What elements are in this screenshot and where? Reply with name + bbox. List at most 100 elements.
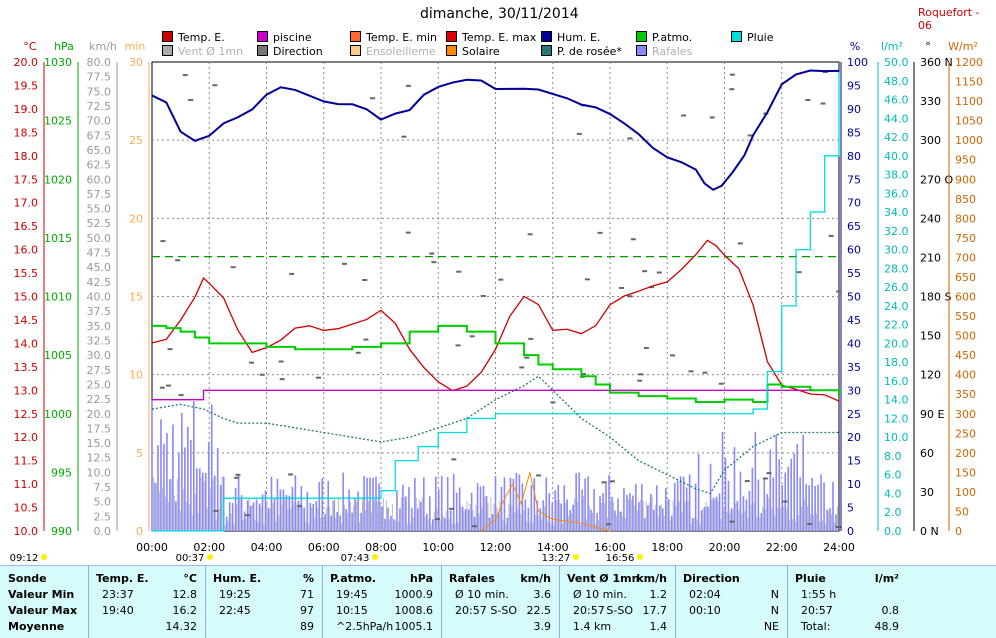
stats-row-label: Moyenne (8, 620, 65, 633)
axis-tick-label: 35.0 (87, 320, 112, 333)
stats-time: 02:04 (689, 588, 721, 601)
legend-label: P.atmo. (652, 31, 693, 44)
axis-tick-label: 650 (955, 271, 976, 284)
legend-label: Vent Ø 1mn (178, 45, 244, 58)
sun-marker-dot (372, 554, 378, 560)
sun-marker-dot (573, 554, 579, 560)
stats-unit: % (302, 572, 314, 585)
axis-tick-label: 1100 (955, 95, 983, 108)
axis-tick-label: 25 (129, 134, 143, 147)
axis-tick-label: 25 (847, 408, 861, 421)
piscine-line (152, 389, 839, 401)
legend-item[interactable]: Ensoleilleme (350, 45, 436, 58)
axis-tick-label: 32.0 (884, 225, 909, 238)
legend-item[interactable]: Rafales (636, 45, 692, 58)
axis-tick-label: 15.0 (14, 291, 39, 304)
stats-value: 12.8 (172, 588, 198, 601)
station-name[interactable]: Roquefort - 06 (918, 6, 980, 32)
legend-item[interactable]: Direction (257, 45, 323, 58)
legend-label: Solaire (462, 45, 500, 58)
axis-tick-label: 72.5 (87, 100, 112, 113)
stats-time: 20:57 (573, 604, 605, 617)
stats-direction: S-SO (490, 604, 517, 617)
legend-item[interactable]: piscine (257, 31, 312, 44)
stats-time: 20:57 (801, 604, 833, 617)
stats-time: 1:55 h (801, 588, 837, 601)
legend-item[interactable]: Temp. E. min (350, 31, 437, 44)
stats-time: 19:25 (219, 588, 251, 601)
axis-tick-label: 55.0 (87, 203, 112, 216)
stats-value: 1.4 (649, 620, 668, 633)
axis-unit-label: °C (23, 40, 37, 53)
legend-swatch (350, 45, 361, 56)
axis-tick-label: 44.0 (884, 112, 909, 125)
legend-item[interactable]: Temp. E. (162, 31, 225, 44)
axis-tick-label: 34.0 (884, 206, 909, 219)
axis-tick-label: 250 (955, 427, 976, 440)
axis-tick-label: 20.0 (87, 408, 112, 421)
stats-separator (88, 566, 89, 638)
axis-tick-label: 2.5 (94, 510, 112, 523)
legend-item[interactable]: Solaire (446, 45, 500, 58)
x-tick-label: 16:00 (594, 541, 626, 554)
axis-tick-label: 50.0 (884, 56, 909, 69)
axis-tick-label: 19.5 (14, 79, 39, 92)
axis-tick-label: 990 (51, 525, 72, 538)
legend-item[interactable]: P.atmo. (636, 31, 692, 44)
legend-swatch (541, 31, 552, 42)
sun-marker-dot (637, 554, 643, 560)
stats-value: 1005.1 (394, 620, 434, 633)
axis-tick-label: 11.5 (14, 455, 39, 468)
axis-tick-label: 10 (129, 369, 143, 382)
stats-time: Total: (801, 620, 831, 633)
axis-unit-label: ° (925, 40, 931, 53)
legend-swatch (446, 31, 457, 42)
axis-tick-label: 11.0 (14, 478, 39, 491)
stats-column: Hum. E.% 19:25 71 22:45 97 89 (205, 566, 322, 638)
axis-tick-label: 600 (955, 291, 976, 304)
legend-label: piscine (273, 31, 312, 44)
sun-marker-label: 00:37 (176, 553, 205, 564)
axis-tick-label: 70.0 (87, 115, 112, 128)
axis-tick-label: 20.0 (884, 337, 909, 350)
stats-value: 16.2 (172, 604, 198, 617)
axis-tick-label: 75.0 (87, 85, 112, 98)
legend-item[interactable]: Hum. E. (541, 31, 600, 44)
axis-tick-label: 16.5 (14, 220, 39, 233)
x-tick-label: 18:00 (651, 541, 683, 554)
stats-column: Vent Ø 1mn km/h Ø 10 min. 1.2 20:57 S-SO 17.7 1… (559, 566, 675, 638)
legend-swatch (162, 31, 173, 42)
axis-tick-label: 20.0 (14, 56, 39, 69)
humidity-line (151, 69, 840, 191)
weather-chart: dimanche, 30/11/2014 Roquefort - 06 Temp… (10, 6, 983, 564)
axis-tick-label: 27.5 (87, 364, 112, 377)
stats-value: NE (763, 620, 779, 633)
axis-tick-label: 150 (955, 466, 976, 479)
legend-item[interactable]: Vent Ø 1mn (162, 45, 243, 58)
stats-separator (322, 566, 323, 638)
stats-separator (675, 566, 676, 638)
axis-tick-label: 16.0 (14, 244, 39, 257)
axis-tick-label: 75 (847, 173, 861, 186)
axis-tick-label: 50 (847, 291, 861, 304)
axis-tick-label: 45 (847, 314, 861, 327)
axis-tick-label: 1000 (44, 408, 72, 421)
legend-item[interactable]: Pluie (731, 31, 774, 44)
axis-tick-label: 19.0 (14, 103, 39, 116)
sun-marker-label: 09:12 (10, 553, 39, 564)
axis-tick-label: 14.5 (14, 314, 39, 327)
axis-tick-label: 24.0 (884, 300, 909, 313)
axis-tick-label: 25.0 (87, 378, 112, 391)
legend-item[interactable]: Temp. E. max (446, 31, 536, 44)
x-tick-label: 10:00 (422, 541, 454, 554)
stats-value: 1.2 (649, 588, 668, 601)
legend-swatch (446, 45, 457, 56)
temp-line (151, 239, 840, 402)
axis-tick-label: 20 (129, 212, 143, 225)
axis-tick-label: 26.0 (884, 281, 909, 294)
stats-header: Direction (683, 572, 740, 585)
legend-item[interactable]: P. de rosée* (541, 45, 622, 58)
legend-swatch (541, 45, 552, 56)
axis-tick-label: 1030 (44, 56, 72, 69)
axis-tick-label: 7.5 (94, 481, 112, 494)
